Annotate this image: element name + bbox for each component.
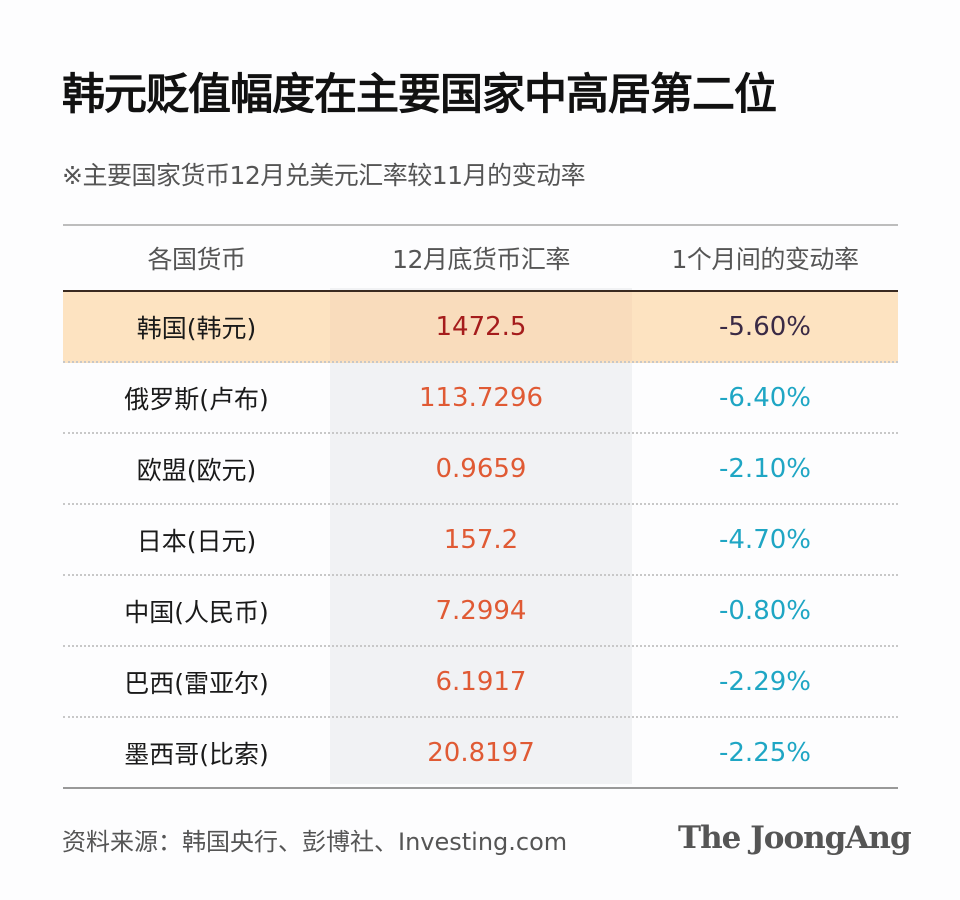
cell-change: -2.29% xyxy=(719,666,811,697)
cell-rate: 157.2 xyxy=(443,524,519,555)
cell-currency: 俄罗斯(卢布) xyxy=(124,384,269,414)
cell-change: -2.10% xyxy=(719,453,811,484)
table-row: 欧盟(欧元) 0.9659 -2.10% xyxy=(63,434,898,505)
cell-rate: 1472.5 xyxy=(330,292,632,361)
cell-rate: 7.2994 xyxy=(435,595,527,626)
cell-change: -4.70% xyxy=(719,524,811,555)
exchange-rate-table: 各国货币 12月底货币汇率 1个月间的变动率 韩国(韩元) 1472.5 -5.… xyxy=(63,224,898,789)
table-header: 各国货币 12月底货币汇率 1个月间的变动率 xyxy=(63,226,898,292)
cell-rate: 113.7296 xyxy=(418,382,544,413)
table-row: 巴西(雷亚尔) 6.1917 -2.29% xyxy=(63,647,898,718)
cell-currency: 中国(人民币) xyxy=(124,597,269,627)
table-row: 墨西哥(比索) 20.8197 -2.25% xyxy=(63,718,898,789)
cell-change: -2.25% xyxy=(719,737,811,768)
header-rate: 12月底货币汇率 xyxy=(392,245,570,274)
cell-change: -6.40% xyxy=(719,382,811,413)
table-row: 俄罗斯(卢布) 113.7296 -6.40% xyxy=(63,363,898,434)
cell-currency: 欧盟(欧元) xyxy=(136,455,257,485)
cell-change: -0.80% xyxy=(719,595,811,626)
cell-change: -5.60% xyxy=(719,311,811,342)
cell-rate: 6.1917 xyxy=(435,666,527,697)
table-row: 日本(日元) 157.2 -4.70% xyxy=(63,505,898,576)
cell-rate: 0.9659 xyxy=(435,453,527,484)
chart-subtitle: ※主要国家货币12月兑美元汇率较11月的变动率 xyxy=(62,161,586,190)
cell-rate: 20.8197 xyxy=(427,737,535,768)
publisher-logo: The JoongAng xyxy=(678,820,912,856)
table-top-rule xyxy=(63,224,898,226)
cell-currency: 韩国(韩元) xyxy=(136,313,257,343)
header-currency: 各国货币 xyxy=(147,245,246,274)
chart-title: 韩元贬值幅度在主要国家中高居第二位 xyxy=(62,70,777,120)
source-note: 资料来源：韩国央行、彭博社、Investing.com xyxy=(62,828,568,856)
cell-currency: 墨西哥(比索) xyxy=(124,739,269,769)
cell-currency: 巴西(雷亚尔) xyxy=(124,668,269,698)
header-change: 1个月间的变动率 xyxy=(671,245,859,274)
cell-currency: 日本(日元) xyxy=(136,526,257,556)
rate-column-shading xyxy=(330,288,632,784)
table-row-korea: 韩国(韩元) 1472.5 -5.60% xyxy=(63,292,898,363)
table-row: 中国(人民币) 7.2994 -0.80% xyxy=(63,576,898,647)
